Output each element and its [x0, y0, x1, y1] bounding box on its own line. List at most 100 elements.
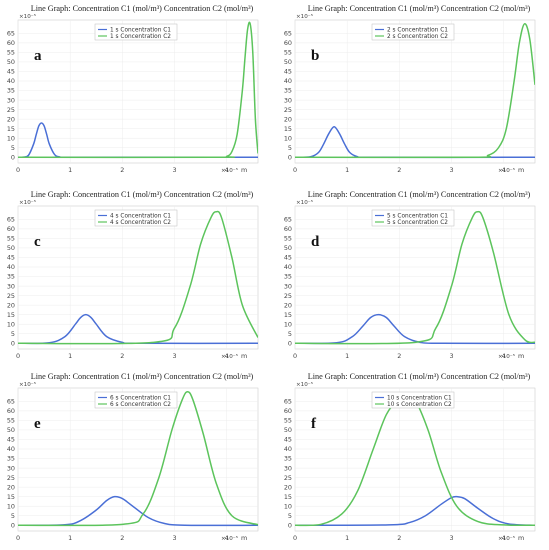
y-tick-label: 35	[7, 455, 15, 463]
y-tick-label: 10	[7, 320, 15, 328]
chart-svg: Line Graph: Concentration C1 (mol/m³) Co…	[7, 190, 259, 360]
y-tick-label: 35	[7, 273, 15, 281]
chart-svg: Line Graph: Concentration C1 (mol/m³) Co…	[284, 4, 536, 174]
x-tick-label: 1	[68, 166, 72, 174]
series-line-c2	[18, 21, 258, 159]
y-tick-label: 10	[7, 134, 15, 142]
x-tick-label: 3	[172, 534, 176, 542]
series-line-c1	[295, 495, 535, 527]
series-line-c1	[18, 495, 258, 527]
x-tick-label: 0	[16, 166, 20, 174]
y-tick-label: 15	[284, 311, 292, 319]
x-tick-label: 3	[449, 166, 453, 174]
panel-letter: f	[311, 416, 317, 432]
y-tick-label: 45	[7, 436, 15, 444]
legend-box	[94, 209, 178, 227]
chart-svg: Line Graph: Concentration C1 (mol/m³) Co…	[7, 4, 259, 174]
chart-title: Line Graph: Concentration C1 (mol/m³) Co…	[308, 4, 531, 13]
y-tick-label: 15	[7, 493, 15, 501]
y-tick-label: 55	[284, 49, 292, 57]
panel-letter: c	[34, 234, 41, 250]
y-tick-label: 55	[7, 417, 15, 425]
plot-area	[294, 19, 536, 164]
y-tick-label: 45	[7, 254, 15, 262]
panel-letter: a	[34, 48, 42, 64]
x-multiplier: ×10⁻⁵	[221, 353, 238, 360]
series-line-c2	[295, 23, 535, 159]
y-tick-label: 30	[284, 96, 292, 104]
y-tick-label: 50	[284, 58, 292, 66]
y-tick-label: 5	[288, 330, 292, 338]
y-tick-label: 20	[7, 301, 15, 309]
y-tick-label: 65	[7, 216, 15, 224]
legend-box	[94, 23, 178, 41]
y-tick-label: 15	[284, 125, 292, 133]
legend-label: 4 s Concentration C1	[110, 214, 171, 220]
y-tick-label: 50	[7, 426, 15, 434]
y-multiplier: ×10⁻⁵	[296, 13, 313, 20]
y-tick-label: 30	[284, 464, 292, 472]
series-line-c1	[295, 313, 535, 345]
y-tick-label: 45	[284, 68, 292, 76]
y-tick-label: 65	[284, 216, 292, 224]
y-tick-label: 50	[7, 58, 15, 66]
x-tick-label: 0	[293, 534, 297, 542]
y-tick-label: 0	[11, 153, 15, 161]
y-tick-label: 50	[7, 244, 15, 252]
x-multiplier: ×10⁻⁵	[221, 167, 238, 174]
legend-label: 6 s Concentration C1	[110, 396, 171, 402]
y-tick-label: 0	[288, 521, 292, 529]
y-tick-label: 35	[284, 87, 292, 95]
y-tick-label: 0	[288, 153, 292, 161]
plot-area	[294, 387, 536, 532]
y-tick-label: 20	[284, 301, 292, 309]
chart-title: Line Graph: Concentration C1 (mol/m³) Co…	[31, 4, 254, 13]
x-tick-label: 4	[502, 352, 506, 360]
legend-label: 1 s Concentration C1	[110, 28, 171, 34]
y-tick-label: 0	[11, 521, 15, 529]
y-multiplier: ×10⁻⁵	[19, 199, 36, 206]
chart-title: Line Graph: Concentration C1 (mol/m³) Co…	[308, 372, 531, 381]
x-unit: m	[518, 352, 524, 360]
legend-label: 10 s Concentration C1	[387, 396, 452, 402]
y-tick-label: 25	[7, 106, 15, 114]
x-tick-label: 2	[120, 352, 124, 360]
y-tick-label: 65	[7, 398, 15, 406]
y-tick-label: 60	[7, 407, 15, 415]
x-unit: m	[241, 352, 247, 360]
legend-label: 1 s Concentration C2	[110, 34, 171, 40]
x-tick-label: 0	[16, 534, 20, 542]
y-tick-label: 65	[284, 398, 292, 406]
x-tick-label: 3	[449, 534, 453, 542]
y-tick-label: 25	[7, 292, 15, 300]
x-tick-label: 4	[502, 534, 506, 542]
chart-svg: Line Graph: Concentration C1 (mol/m³) Co…	[7, 372, 259, 542]
x-tick-label: 3	[449, 352, 453, 360]
y-tick-label: 50	[284, 426, 292, 434]
chart-panel-b: Line Graph: Concentration C1 (mol/m³) Co…	[277, 0, 549, 182]
chart-title: Line Graph: Concentration C1 (mol/m³) Co…	[31, 372, 254, 381]
plot-area	[294, 205, 536, 350]
x-tick-label: 4	[225, 534, 229, 542]
legend-label: 2 s Concentration C1	[387, 28, 448, 34]
y-tick-label: 25	[284, 106, 292, 114]
y-tick-label: 60	[284, 39, 292, 47]
y-tick-label: 30	[7, 96, 15, 104]
y-tick-label: 0	[11, 339, 15, 347]
panel-letter: e	[34, 416, 41, 432]
x-tick-label: 1	[345, 352, 349, 360]
y-tick-label: 25	[284, 474, 292, 482]
legend-box	[371, 391, 455, 409]
y-tick-label: 65	[284, 30, 292, 38]
y-tick-label: 55	[284, 417, 292, 425]
x-multiplier: ×10⁻⁵	[221, 535, 238, 542]
y-tick-label: 30	[7, 282, 15, 290]
x-tick-label: 1	[345, 166, 349, 174]
y-tick-label: 60	[7, 225, 15, 233]
series-line-c2	[18, 210, 258, 345]
y-tick-label: 40	[284, 77, 292, 85]
panel-letter: b	[311, 48, 319, 64]
chart-panel-e: Line Graph: Concentration C1 (mol/m³) Co…	[0, 368, 272, 550]
x-unit: m	[518, 166, 524, 174]
panel-letter: d	[311, 234, 320, 250]
